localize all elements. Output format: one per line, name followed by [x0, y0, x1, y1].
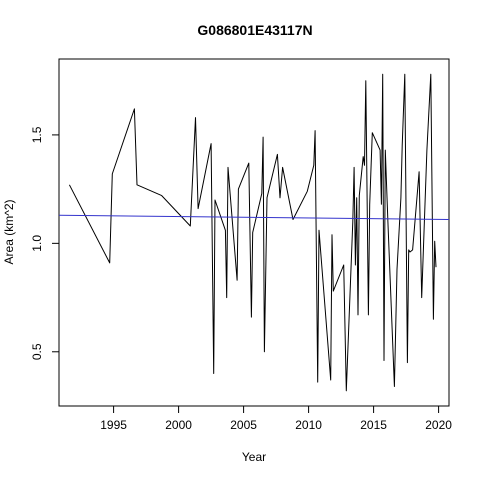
- y-axis: 0.5 1.0 1.5: [30, 126, 59, 360]
- x-tick-label: 2020: [425, 418, 452, 432]
- y-tick-label: 1.5: [30, 126, 44, 143]
- x-tick-label: 1995: [100, 418, 127, 432]
- x-axis: 1995 2000 2005 2010 2015 2020: [100, 406, 452, 432]
- y-tick-label: 1.0: [30, 235, 44, 252]
- series-layer: [59, 74, 449, 391]
- y-axis-label: Area (km^2): [2, 200, 16, 265]
- x-tick-label: 2010: [295, 418, 322, 432]
- trend-line: [59, 215, 449, 219]
- plot-frame: [59, 59, 449, 406]
- y-tick-label: 0.5: [30, 343, 44, 360]
- chart-title: G086801E43117N: [197, 22, 312, 38]
- x-tick-label: 2015: [360, 418, 387, 432]
- x-tick-label: 2005: [230, 418, 257, 432]
- x-axis-label: Year: [242, 450, 266, 464]
- area-series-line: [69, 74, 436, 391]
- x-tick-label: 2000: [165, 418, 192, 432]
